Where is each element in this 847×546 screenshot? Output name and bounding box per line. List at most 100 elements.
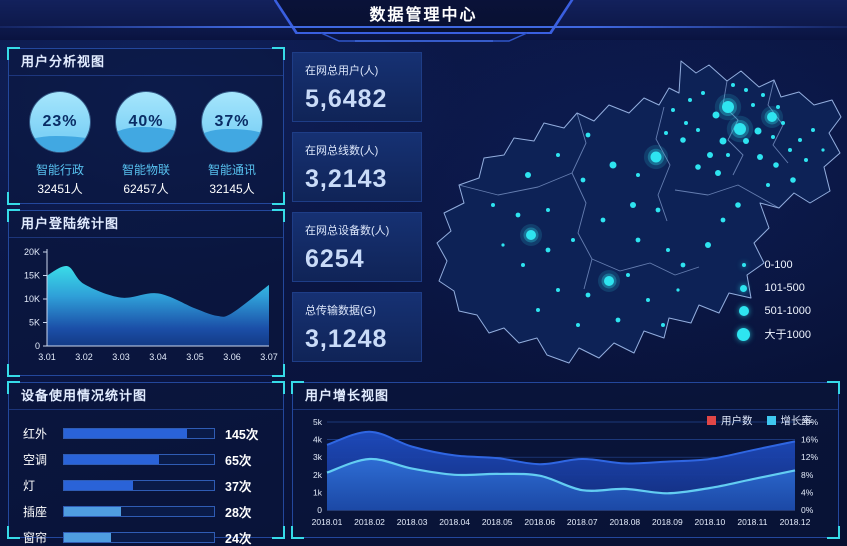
map-data-dot bbox=[757, 154, 763, 160]
page-title: 数据管理中心 bbox=[369, 7, 478, 24]
map-data-dot bbox=[680, 262, 686, 268]
right-axis-tick: 4% bbox=[801, 487, 814, 497]
legend-item-增长率[interactable]: 增长率 bbox=[766, 413, 812, 428]
map-data-dot bbox=[635, 237, 641, 243]
map-data-dot bbox=[743, 138, 749, 144]
x-tick-label: 2018.08 bbox=[609, 517, 640, 527]
left-axis-tick: 1k bbox=[313, 487, 323, 497]
map-data-dot bbox=[695, 164, 701, 170]
x-tick-label: 3.01 bbox=[38, 352, 56, 362]
x-tick-label: 2018.06 bbox=[524, 517, 555, 527]
bar-track bbox=[63, 479, 215, 491]
map-data-dot bbox=[761, 93, 765, 97]
gauge-label: 智能行政 bbox=[35, 163, 84, 177]
gauge-count: 62457人 bbox=[123, 182, 169, 196]
map-data-dot bbox=[767, 112, 777, 122]
map-data-dot bbox=[655, 207, 661, 213]
map-legend-row: 101-500 bbox=[737, 280, 812, 296]
map-data-dot bbox=[556, 288, 560, 292]
map-data-dot bbox=[688, 98, 692, 102]
stat-card: 在网总线数(人) 3,2143 bbox=[292, 132, 422, 202]
map-data-dot bbox=[580, 177, 586, 183]
device-bar-chart: 红外 145次 空调 65次灯 37次 插座 28次 窗帘 24次 bbox=[9, 410, 283, 546]
liquid-gauge-智能行政: 23% 智能行政 32451人 bbox=[20, 92, 100, 197]
map-data-dot bbox=[646, 298, 650, 302]
map-legend-row: 501-1000 bbox=[737, 303, 812, 319]
right-axis-tick: 8% bbox=[801, 470, 814, 480]
legend-label: 501-1000 bbox=[764, 305, 812, 317]
map-data-dot bbox=[821, 148, 825, 152]
map-data-dot bbox=[515, 212, 521, 218]
panel-device-usage: 设备使用情况统计图 红外 145次 空调 65次灯 37次 插座 28次 窗帘 24次 bbox=[7, 381, 285, 546]
x-tick-label: 3.03 bbox=[112, 352, 130, 362]
y-tick-label: 0 bbox=[35, 341, 40, 351]
map-data-dot bbox=[781, 121, 785, 125]
gauge-wave bbox=[30, 136, 90, 152]
bar-value: 145次 bbox=[225, 427, 259, 442]
stat-card: 在网总用户(人) 5,6482 bbox=[292, 52, 422, 122]
legend-dot bbox=[738, 306, 749, 316]
gauge-percent: 37% bbox=[214, 113, 250, 130]
bar-track bbox=[63, 531, 215, 543]
legend-swatch bbox=[766, 416, 776, 425]
map-data-dot bbox=[720, 217, 726, 223]
right-axis-tick: 20% bbox=[801, 417, 818, 427]
left-axis-tick: 0 bbox=[317, 505, 322, 515]
map-data-dot bbox=[626, 273, 630, 277]
gauge-circle: 40% bbox=[116, 92, 176, 152]
header-bar: 数据管理中心 bbox=[0, 0, 847, 42]
left-axis-tick: 2k bbox=[313, 470, 323, 480]
x-tick-label: 2018.10 bbox=[695, 517, 726, 527]
right-axis-tick: 16% bbox=[801, 435, 818, 445]
legend-dot bbox=[737, 327, 750, 341]
map-data-dot bbox=[585, 292, 591, 298]
map-data-dot bbox=[525, 172, 531, 178]
bar-fill bbox=[64, 532, 111, 542]
map-data-dot bbox=[715, 170, 721, 176]
map-data-dot bbox=[636, 173, 640, 177]
map-data-dot bbox=[804, 158, 808, 162]
region-map: 0-100 101-500 501-1000 大于1000 bbox=[428, 45, 843, 377]
map-data-dot bbox=[571, 238, 575, 242]
map-data-dot bbox=[754, 127, 762, 135]
x-tick-label: 2018.02 bbox=[354, 517, 385, 527]
map-data-dot bbox=[545, 247, 551, 253]
growth-area-chart: 0 1k 2k 3k 4k 5k 0% 4% 8% 12% 16% 20% 2018.01 2018.02… bbox=[312, 417, 819, 527]
map-data-dot bbox=[707, 152, 713, 158]
map-data-dot bbox=[684, 121, 688, 125]
x-tick-label: 2018.11 bbox=[737, 517, 767, 527]
x-tick-label: 3.04 bbox=[149, 352, 167, 362]
device-bar-row: 窗帘 24次 bbox=[23, 528, 269, 546]
stat-label: 在网总线数(人) bbox=[305, 145, 379, 157]
stat-value: 6254 bbox=[305, 245, 365, 273]
map-data-dot bbox=[726, 153, 730, 157]
gauge-circle: 23% bbox=[30, 92, 90, 152]
y-tick-label: 5K bbox=[29, 318, 40, 328]
map-data-dot bbox=[773, 162, 779, 168]
map-data-dot bbox=[744, 88, 748, 92]
legend-label: 用户数 bbox=[721, 415, 753, 427]
panel-user-growth: 用户增长视图 用户数 增长率 0 1k 2k 3k 4k 5k 0% 4% 8% 12% 16% 20%… bbox=[291, 381, 840, 539]
gauge-percent: 23% bbox=[42, 113, 78, 130]
map-data-dot bbox=[576, 323, 580, 327]
map-data-dot bbox=[556, 153, 560, 157]
map-data-dot bbox=[671, 108, 675, 112]
gauge-percent: 40% bbox=[128, 113, 164, 130]
stat-value: 3,2143 bbox=[305, 165, 388, 193]
legend-label: 0-100 bbox=[764, 259, 793, 271]
bar-track bbox=[63, 453, 215, 465]
panel-title-user-growth: 用户增长视图 bbox=[293, 383, 838, 410]
map-legend: 0-100 101-500 501-1000 大于1000 bbox=[737, 257, 812, 349]
stat-card: 总传输数据(G) 3,1248 bbox=[292, 292, 422, 362]
liquid-gauge-智能物联: 40% 智能物联 62457人 bbox=[106, 92, 186, 197]
growth-chart-legend: 用户数 增长率 bbox=[707, 413, 812, 428]
map-data-dot bbox=[798, 138, 802, 142]
map-data-dot bbox=[666, 248, 670, 252]
map-data-dot bbox=[630, 202, 636, 208]
y-tick-label: 20K bbox=[24, 247, 40, 257]
bar-fill bbox=[64, 506, 121, 516]
bar-value: 37次 bbox=[225, 479, 252, 494]
legend-item-用户数[interactable]: 用户数 bbox=[707, 413, 753, 428]
bar-track bbox=[63, 505, 215, 517]
map-data-dot bbox=[546, 208, 550, 212]
